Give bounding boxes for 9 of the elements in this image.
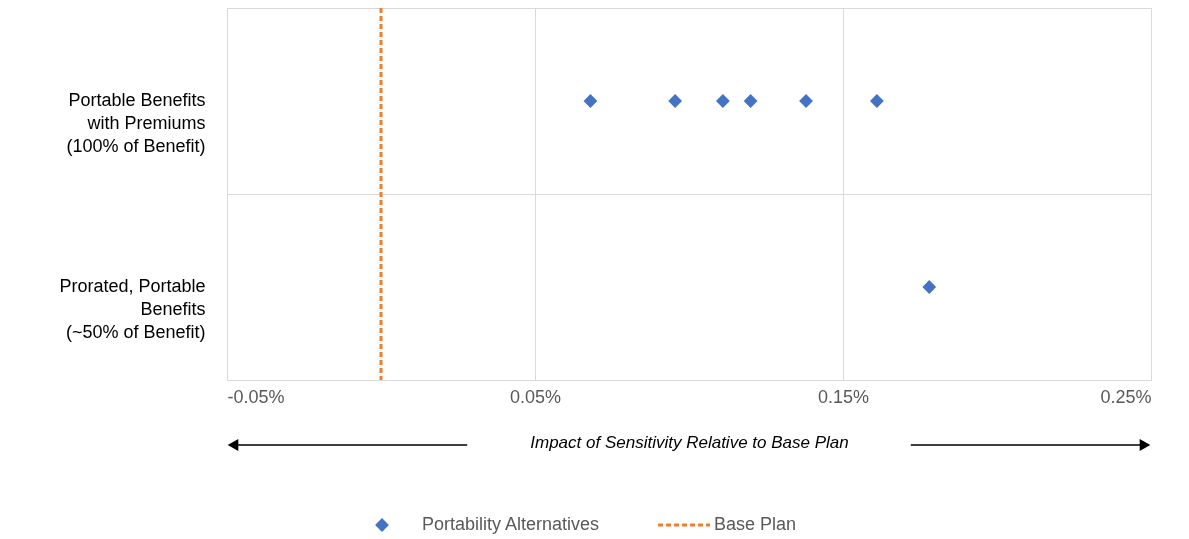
- x-tick-label: 0.25%: [1100, 386, 1152, 407]
- y-tick-label: Prorated, Portable Benefits (~50% of Benefit): [59, 276, 206, 342]
- legend-label: Portability Alternatives: [422, 514, 600, 534]
- x-tick-label: 0.05%: [509, 386, 562, 407]
- legend-label: Base Plan: [714, 514, 797, 534]
- x-tick-label: 0.15%: [817, 386, 870, 407]
- x-axis-title: Impact of Sensitivity Relative to Base Plan: [530, 432, 849, 452]
- y-tick-label: Portable Benefits with Premiums (100% of Benefit): [66, 90, 206, 156]
- x-tick-label: -0.05%: [227, 386, 285, 407]
